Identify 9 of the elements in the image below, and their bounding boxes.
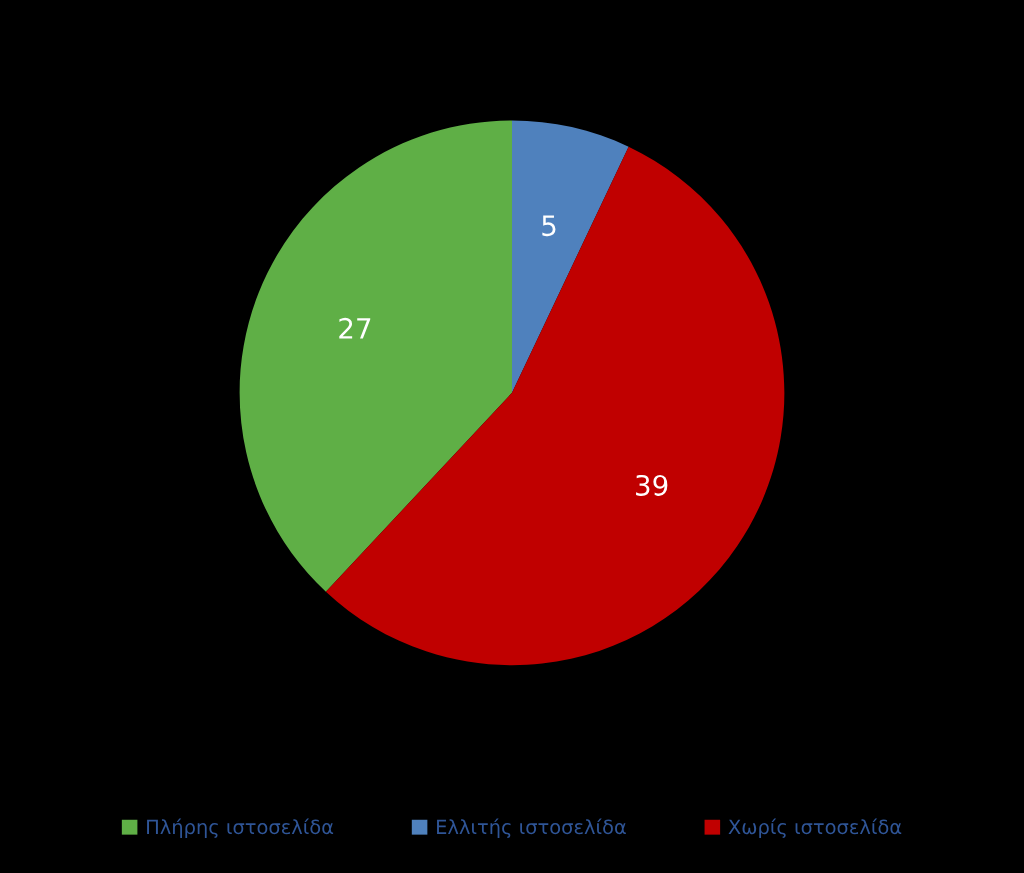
pie-slice [512, 120, 629, 393]
data-label: 27 [339, 317, 371, 339]
legend-label: Ελλιτής ιστοσελίδα [437, 818, 626, 839]
legend-label: Χωρίς ιστοσελίδα [728, 818, 902, 839]
data-label: 39 [636, 474, 668, 496]
data-label: 5 [542, 215, 556, 237]
pie-slice [239, 120, 512, 592]
pie-slice [325, 146, 785, 666]
legend-label: Πλήρης ιστοσελίδα [147, 818, 334, 839]
